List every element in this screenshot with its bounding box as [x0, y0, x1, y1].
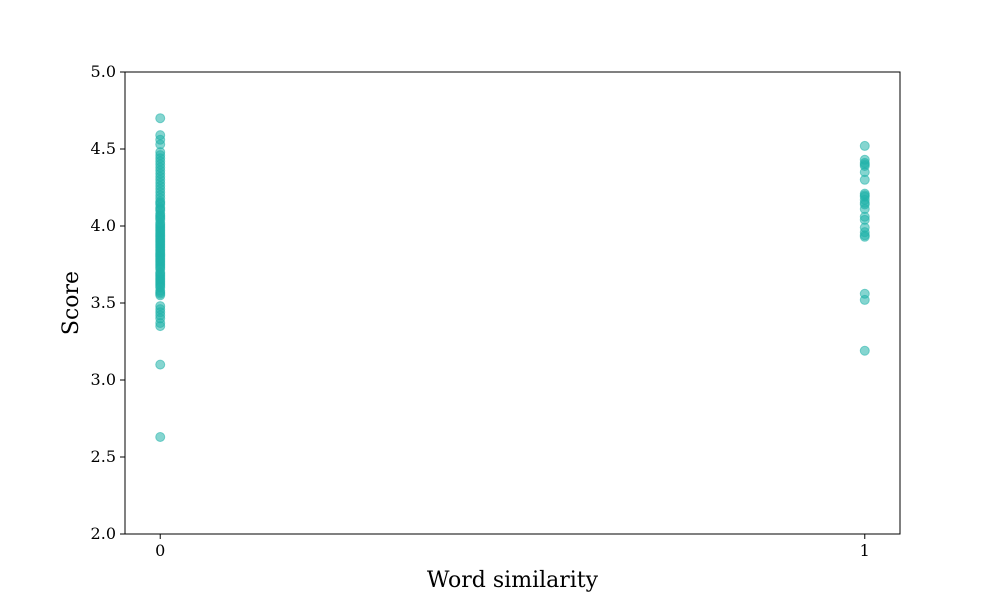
data-point: [155, 290, 166, 301]
data-point: [859, 199, 870, 210]
y-tick-label: 4.0: [91, 216, 116, 235]
points-layer: [155, 113, 870, 442]
data-point: [859, 294, 870, 305]
data-point: [859, 140, 870, 151]
y-axis-label: Score: [59, 271, 84, 335]
y-tick-label: 5.0: [91, 62, 116, 81]
data-point: [155, 359, 166, 370]
data-point: [155, 113, 166, 124]
data-point: [155, 431, 166, 442]
data-point: [155, 321, 166, 332]
data-point: [859, 174, 870, 185]
y-tick-label: 4.5: [91, 139, 116, 158]
y-tick-label: 3.0: [91, 370, 116, 389]
data-point: [859, 345, 870, 356]
data-point: [859, 190, 870, 201]
data-point: [859, 159, 870, 170]
axes-layer: 2.0 2.5 3.0 3.5 4.0 4.5 5.0 0 1: [91, 62, 901, 560]
y-tick-label: 3.5: [91, 293, 116, 312]
y-tick-label: 2.5: [91, 447, 116, 466]
x-tick-label: 1: [860, 541, 870, 560]
x-axis-label: Word similarity: [427, 568, 599, 593]
y-tick-label: 2.0: [91, 524, 116, 543]
plot-frame: [124, 71, 901, 535]
x-tick-label: 0: [155, 541, 165, 560]
data-point: [859, 231, 870, 242]
